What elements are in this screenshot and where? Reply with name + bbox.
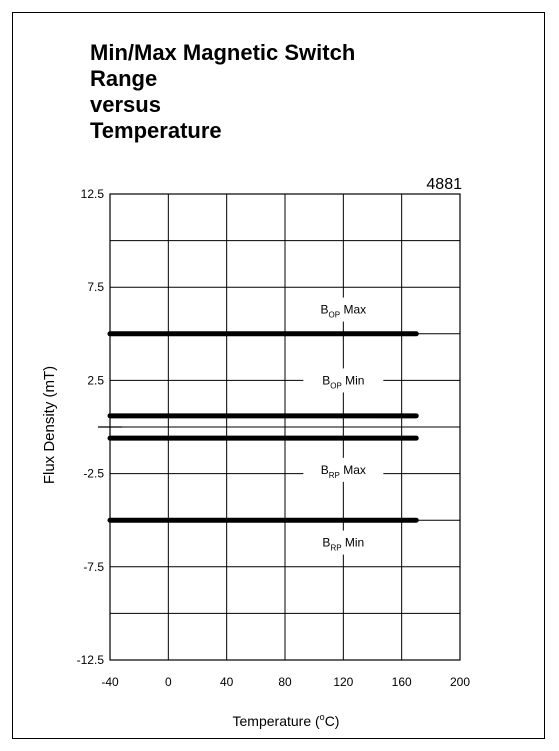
- x-tick-label: 160: [392, 675, 412, 689]
- x-tick-label: 200: [450, 675, 470, 689]
- x-axis-label-main: Temperature (: [233, 713, 320, 729]
- x-tick-label: -40: [101, 675, 119, 689]
- annotation-bg: [303, 530, 384, 555]
- x-axis-label-sup: o: [320, 712, 325, 722]
- x-tick-label: 0: [165, 675, 172, 689]
- tick-labels: -40 0 40 80 120 160 200 12.5 7.5 2.5 -2.5 -7.5 -12.5: [77, 187, 471, 689]
- chart-frame: [12, 12, 545, 739]
- y-tick-label: 7.5: [87, 280, 104, 294]
- annotation-label: BOP Max: [321, 303, 367, 320]
- x-axis-label: Temperature (oC): [233, 712, 340, 729]
- annotation-bg: [303, 457, 384, 482]
- y-tick-label: -2.5: [83, 467, 104, 481]
- x-tick-label: 80: [278, 675, 292, 689]
- chart-title: Min/Max Magnetic Switch Range versus Tem…: [90, 40, 450, 144]
- annotation-3: BRP Min: [303, 530, 384, 555]
- chart-title-line-4: Temperature: [90, 118, 222, 143]
- x-tick-label: 40: [220, 675, 234, 689]
- x-tick-label: 120: [333, 675, 353, 689]
- chart-title-line-1: Min/Max Magnetic Switch: [90, 40, 356, 65]
- y-tick-label: -7.5: [83, 560, 104, 574]
- y-tick-label: 2.5: [87, 373, 104, 387]
- chart-title-line-2: Range: [90, 66, 158, 91]
- annotation-1: BOP Min: [303, 368, 384, 393]
- chart-title-line-3: versus: [90, 92, 161, 117]
- annotation-label: BRP Min: [322, 536, 364, 553]
- annotation-label: BOP Min: [322, 373, 364, 390]
- annotation-2: BRP Max: [303, 457, 384, 482]
- series-lines: [107, 331, 419, 523]
- x-axis-label-end: C): [325, 713, 340, 729]
- part-number-label: 4881: [426, 176, 462, 193]
- annotation-0: BOP Max: [303, 297, 384, 322]
- y-tick-label: 12.5: [81, 187, 105, 201]
- y-tick-label: -12.5: [77, 653, 105, 667]
- y-axis-label: Flux Density (mT): [41, 366, 58, 484]
- grid-lines: [98, 193, 461, 661]
- annotation-bg: [303, 297, 384, 322]
- annotation-bg: [303, 368, 384, 393]
- annotations: BOP Max BOP Min BRP Max BRP Min: [303, 297, 384, 555]
- annotation-label: BRP Max: [321, 463, 366, 480]
